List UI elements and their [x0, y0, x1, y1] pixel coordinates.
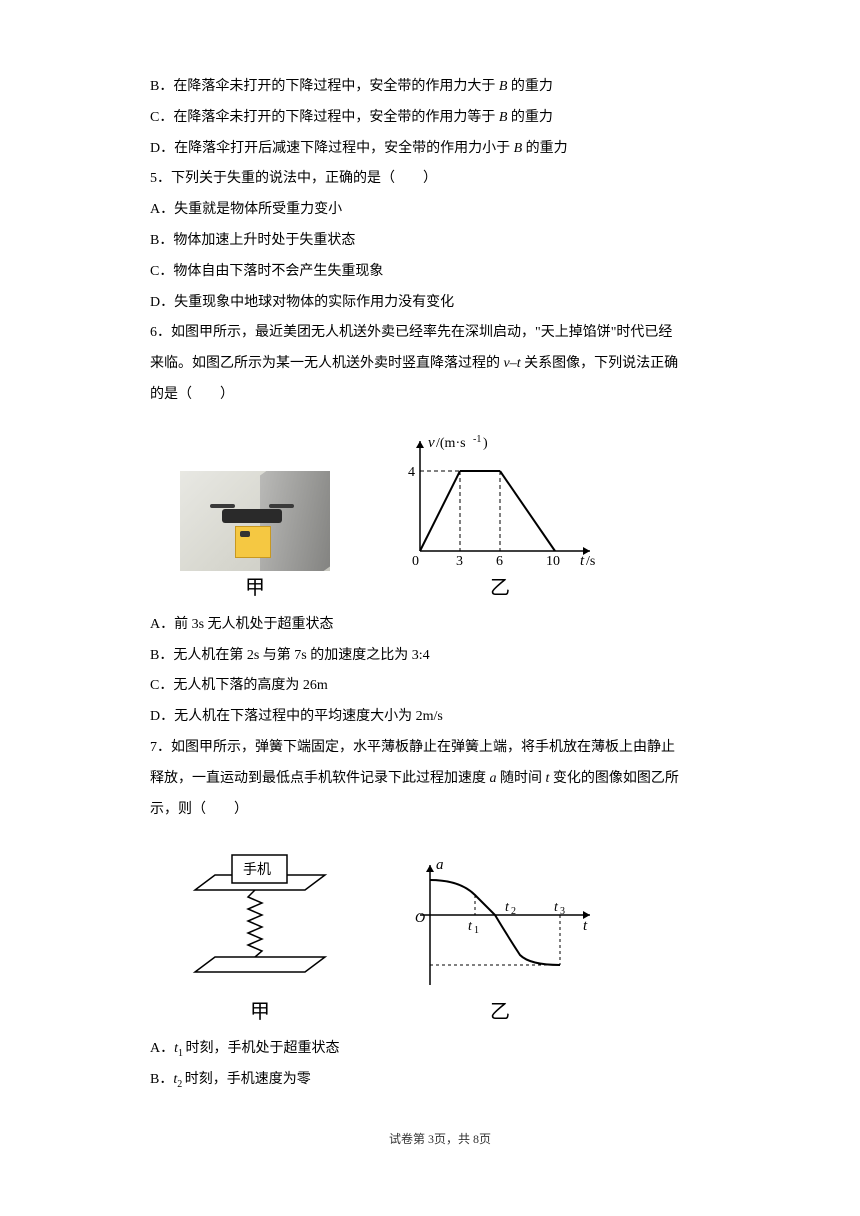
svg-text:10: 10	[546, 554, 560, 569]
var: B	[514, 141, 523, 156]
svg-text:): )	[483, 436, 488, 451]
fig-label-yi: 乙	[490, 576, 510, 600]
svg-text:t: t	[554, 900, 559, 915]
svg-text:2: 2	[511, 906, 516, 917]
q5-option-a: A．失重就是物体所受重力变小	[150, 195, 730, 226]
svg-text:-1: -1	[473, 434, 481, 445]
at-chart: a O t 1 t 2 t 3 t	[400, 855, 600, 995]
text: 变化的图像如图乙所	[553, 771, 679, 786]
spring-diagram: 手机	[180, 845, 340, 995]
text: A．	[150, 1041, 174, 1056]
svg-text:t: t	[505, 900, 510, 915]
svg-text:t: t	[468, 919, 473, 934]
fig-label-yi: 乙	[490, 1000, 510, 1024]
q6-stem-line1: 6．如图甲所示，最近美团无人机送外卖已经率先在深圳启动，"天上掉馅饼"时代已经	[150, 318, 730, 349]
svg-text:/(m·s: /(m·s	[436, 436, 466, 451]
svg-text:3: 3	[560, 906, 565, 917]
svg-text:手机: 手机	[243, 862, 271, 878]
svg-text:0: 0	[412, 554, 419, 569]
svg-text:v: v	[428, 435, 435, 451]
fig-label-jia: 甲	[250, 1000, 270, 1024]
svg-text:a: a	[436, 857, 444, 873]
q7-stem-line3: 示，则（ ）	[150, 795, 730, 826]
option-text-tail: 的重力	[511, 110, 553, 125]
q7-option-b: B．t2 时刻，手机速度为零	[150, 1065, 730, 1096]
exam-page: B．在降落伞未打开的下降过程中，安全带的作用力大于 B 的重力 C．在降落伞未打…	[0, 0, 860, 1202]
q7-option-a: A．t1 时刻，手机处于超重状态	[150, 1034, 730, 1065]
svg-text:6: 6	[496, 554, 503, 569]
option-text: D．在降落伞打开后减速下降过程中，安全带的作用力小于	[150, 141, 510, 156]
q7-stem-line2: 释放，一直运动到最低点手机软件记录下此过程加速度 a 随时间 t 变化的图像如图…	[150, 764, 730, 795]
var-a: a	[490, 771, 497, 786]
q6-option-c: C．无人机下落的高度为 26m	[150, 671, 730, 702]
text: 时刻，手机速度为零	[185, 1072, 311, 1087]
q6-figures: 甲 v /(m·s -1 ) 4 0 3 6	[180, 431, 710, 600]
text: B．	[150, 1072, 173, 1087]
var: v–t	[504, 356, 521, 371]
q7-fig-yi: a O t 1 t 2 t 3 t 乙	[400, 855, 600, 1024]
option-text-tail: 的重力	[511, 79, 553, 94]
q7-stem-line1: 7．如图甲所示，弹簧下端固定，水平薄板静止在弹簧上端，将手机放在薄板上由静止	[150, 733, 730, 764]
q6-option-a: A．前 3s 无人机处于超重状态	[150, 610, 730, 641]
fig-label-jia: 甲	[245, 576, 265, 600]
text: 时刻，手机处于超重状态	[186, 1041, 340, 1056]
q5-option-b: B．物体加速上升时处于失重状态	[150, 226, 730, 257]
q6-option-d: D．无人机在下落过程中的平均速度大小为 2m/s	[150, 702, 730, 733]
q5-option-c: C．物体自由下落时不会产生失重现象	[150, 257, 730, 288]
text: 来临。如图乙所示为某一无人机送外卖时竖直降落过程的	[150, 356, 500, 371]
option-text: B．在降落伞未打开的下降过程中，安全带的作用力大于	[150, 79, 495, 94]
option-text-tail: 的重力	[526, 141, 568, 156]
prev-option-d: D．在降落伞打开后减速下降过程中，安全带的作用力小于 B 的重力	[150, 134, 730, 165]
text: 关系图像，下列说法正确	[524, 356, 678, 371]
q7-figures: 手机 甲 a O t 1 t 2 t	[180, 845, 710, 1024]
q7-fig-jia: 手机 甲	[180, 845, 340, 1024]
q6-stem-line3: 的是（ ）	[150, 380, 730, 411]
q6-fig-jia: 甲	[180, 471, 330, 600]
svg-text:1: 1	[474, 925, 479, 936]
prev-option-c: C．在降落伞未打开的下降过程中，安全带的作用力等于 B 的重力	[150, 103, 730, 134]
page-footer: 试卷第 3页，共 8页	[150, 1126, 730, 1152]
q6-option-b: B．无人机在第 2s 与第 7s 的加速度之比为 3:4	[150, 641, 730, 672]
q5-option-d: D．失重现象中地球对物体的实际作用力没有变化	[150, 288, 730, 319]
svg-text:/s: /s	[586, 554, 595, 569]
text: 随时间	[500, 771, 542, 786]
text: 释放，一直运动到最低点手机软件记录下此过程加速度	[150, 771, 486, 786]
svg-text:t: t	[583, 918, 588, 934]
svg-text:3: 3	[456, 554, 463, 569]
prev-option-b: B．在降落伞未打开的下降过程中，安全带的作用力大于 B 的重力	[150, 72, 730, 103]
svg-text:O: O	[415, 911, 425, 926]
vt-chart: v /(m·s -1 ) 4 0 3 6 10 t /s	[390, 431, 610, 571]
option-text: C．在降落伞未打开的下降过程中，安全带的作用力等于	[150, 110, 495, 125]
svg-text:t: t	[580, 553, 585, 569]
drone-photo	[180, 471, 330, 571]
q6-stem-line2: 来临。如图乙所示为某一无人机送外卖时竖直降落过程的 v–t 关系图像，下列说法正…	[150, 349, 730, 380]
q5-stem: 5．下列关于失重的说法中，正确的是（ ）	[150, 164, 730, 195]
svg-text:4: 4	[408, 465, 415, 480]
q6-fig-yi: v /(m·s -1 ) 4 0 3 6 10 t /s 乙	[390, 431, 610, 600]
